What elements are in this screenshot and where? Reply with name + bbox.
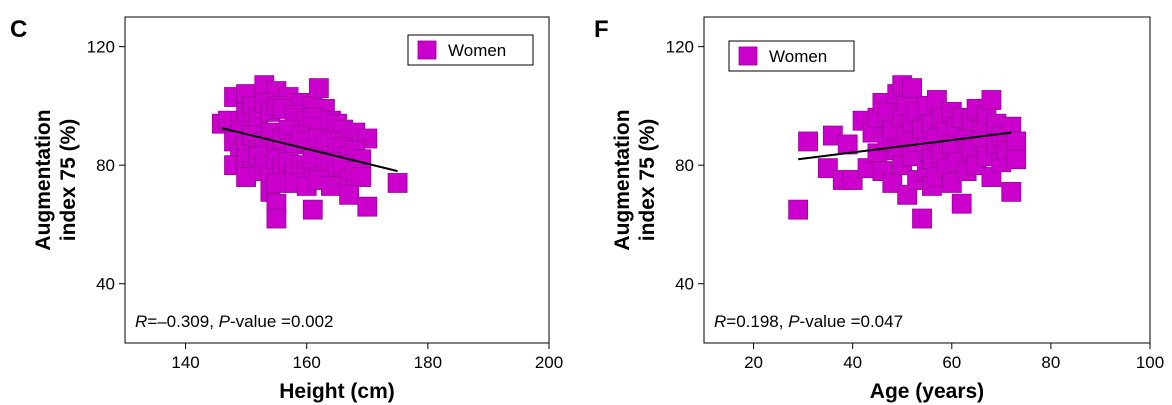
data-point [351,167,372,187]
r-value: =–0.309, [147,312,218,331]
scatter-chart-height: C 40 80 120 140 160 180 200 Height (cm) Augmentat… [10,16,563,403]
data-point [339,184,360,205]
x-tick-label: 200 [535,353,563,372]
series-women [212,75,408,229]
legend-swatch [417,40,437,60]
r-symbol: R [135,312,147,331]
correlation-annotation: R=0.198, P-value =0.047 [714,312,903,331]
data-point [266,173,287,193]
x-tick-label: 140 [171,353,199,372]
legend-entry-women: Women [769,47,827,66]
p-symbol: P [788,312,800,331]
x-tick-label: 60 [942,353,961,372]
x-axis-title: Height (cm) [279,380,395,403]
data-point [981,167,1002,187]
x-tick-label: 20 [744,353,763,372]
y-tick-label: 40 [675,275,694,294]
data-point [817,158,838,179]
correlation-annotation: R=–0.309, P-value =0.002 [135,312,334,331]
y-tick-label: 80 [96,156,115,175]
p-symbol: P [219,312,231,331]
p-value: -value =0.002 [230,312,334,331]
data-point [912,208,932,229]
legend-swatch [738,46,758,66]
data-point [302,199,323,220]
data-point [902,78,923,99]
legend-entry-women: Women [448,41,506,60]
x-tick-label: 160 [293,353,321,372]
x-tick-label: 100 [1136,353,1164,372]
data-point [308,78,329,99]
data-point [1006,131,1027,152]
plot-frame [703,16,1151,344]
panel-label-c: C [10,16,27,43]
y-axis-title: Augmentationindex 75 (%) [611,109,659,250]
y-tick-label: 40 [96,275,115,294]
data-point [321,176,341,196]
scatter-chart-age: F 40 80 120 20 40 60 80 100 Age (years) Augmentati… [594,16,1164,403]
y-axis-title-line: index 75 (%) [57,119,80,242]
regression-line [221,127,398,173]
y-tick-label: 80 [675,156,694,175]
regression-line [798,131,1012,161]
y-axis-title-line: Augmentation [611,109,634,250]
series-women [788,75,1027,229]
x-tick-label: 180 [414,353,442,372]
data-point [897,184,918,205]
y-axis-title-line: index 75 (%) [636,119,659,242]
data-point [981,90,1002,110]
x-axis-title: Age (years) [870,380,984,403]
data-point [837,134,858,155]
r-value: =0.198, [726,312,788,331]
x-tick-label: 40 [843,353,862,372]
panel-label-f: F [594,16,609,43]
scatter-panel-f: F 40 80 120 20 40 60 80 100 Age (years) Augmentati… [586,0,1172,405]
data-point [951,193,972,214]
data-point [266,208,287,229]
legend: Women [728,40,855,72]
data-point [236,167,257,187]
y-axis-title: Augmentationindex 75 (%) [32,109,80,250]
p-value: -value =0.047 [800,312,904,331]
plot-frame [124,16,550,344]
legend: Women [407,34,534,66]
data-point [1001,181,1022,202]
data-point [798,131,818,152]
x-tick-label: 80 [1041,353,1060,372]
r-symbol: R [714,312,726,331]
data-point [1006,149,1027,170]
data-point [788,199,809,220]
y-tick-label: 120 [87,38,115,57]
scatter-panel-c: C 40 80 120 140 160 180 200 Height (cm) Augmentat… [10,16,563,403]
data-point [941,173,962,193]
data-point [882,173,903,193]
y-axis-title-line: Augmentation [32,109,55,250]
data-point [387,173,408,193]
data-point [842,170,863,190]
data-point [357,196,378,217]
y-tick-label: 120 [666,38,694,57]
